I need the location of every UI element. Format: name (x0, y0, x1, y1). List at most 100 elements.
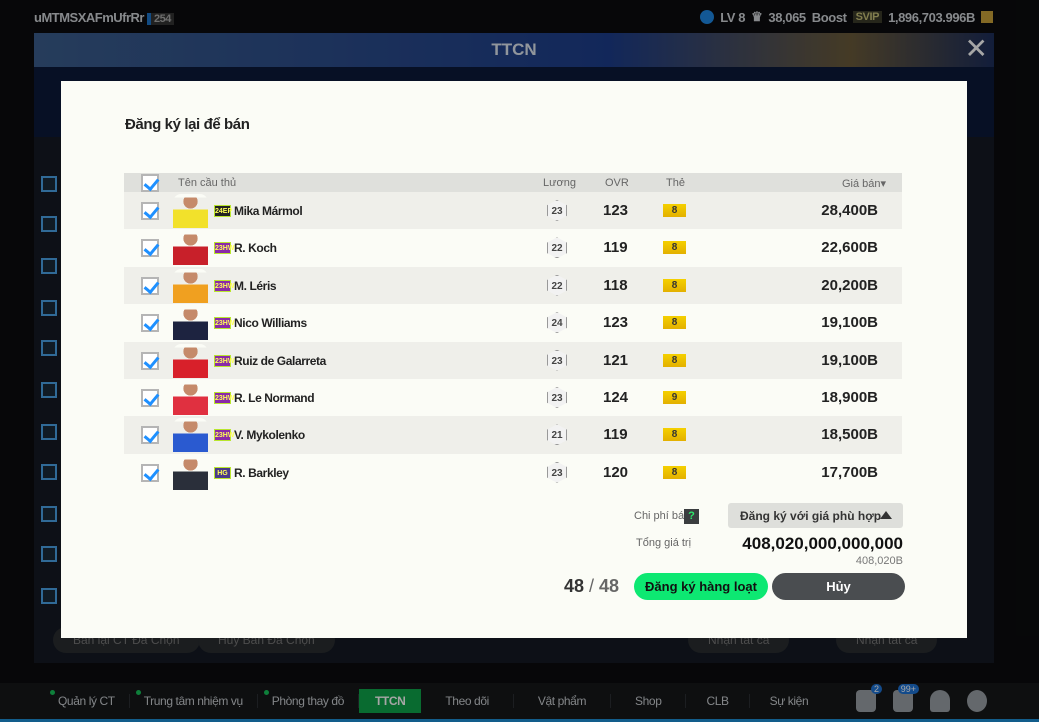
close-icon[interactable]: ✕ (964, 33, 988, 64)
bg-checkbox[interactable] (41, 424, 57, 440)
sell-price: 28,400B (821, 202, 878, 219)
nav-events[interactable]: Sự kiện (769, 694, 809, 708)
top-bar: uMTMSXAFmUfrRr 254 LV 8 ♛ 38,065 Boost SVIP… (0, 0, 1039, 33)
bg-checkbox[interactable] (41, 300, 57, 316)
points: 38,065 (768, 9, 806, 25)
season-badge: 23HW (214, 429, 234, 442)
player-name: Mika Mármol (234, 204, 303, 218)
table-row[interactable]: 24EP Mika Mármol 23 123 8 28,400B (124, 192, 902, 230)
player-photo (173, 380, 208, 415)
card-level-badge: 8 (663, 353, 686, 367)
sell-price: 18,500B (821, 426, 878, 444)
row-checkbox[interactable] (141, 351, 159, 370)
bell-icon[interactable]: 99+ (893, 684, 919, 712)
nav-ttcn[interactable]: TTCN (358, 689, 422, 713)
player-photo (173, 231, 208, 266)
bg-checkbox[interactable] (41, 216, 57, 232)
nav-items[interactable]: Vật phẩm (514, 694, 612, 708)
season-badge: 23HW (214, 242, 234, 255)
sell-price: 20,200B (821, 276, 878, 294)
salary-badge: 23 (547, 200, 567, 221)
total-value: 408,020,000,000,000 (742, 534, 903, 553)
points-icon: ♛ (751, 9, 763, 24)
nav-follow[interactable]: Theo dõi (421, 694, 514, 708)
row-checkbox[interactable] (141, 239, 159, 258)
balance: 1,896,703.996B (888, 9, 975, 25)
season-badge: HG (214, 466, 231, 479)
resell-modal: Đăng ký lại để bán Tên cầu thủ Lương OVR… (61, 81, 967, 638)
level-icon (700, 10, 715, 24)
bg-checkbox[interactable] (41, 546, 57, 562)
sell-price: 17,700B (821, 463, 878, 481)
window-title: TTCN (491, 40, 537, 59)
sell-price: 18,900B (821, 388, 878, 406)
table-row[interactable]: HG R. Barkley 23 120 8 17,700B (124, 453, 902, 492)
nav-missions[interactable]: Trung tâm nhiệm vụ (130, 690, 258, 708)
card-level-badge: 8 (663, 204, 686, 217)
ovr-value: 119 (603, 239, 628, 257)
nav-locker-room[interactable]: Phòng thay đồ (258, 690, 359, 708)
season-badge: 23HW (214, 279, 234, 292)
table-row[interactable]: 23HW Ruiz de Galarreta 23 121 8 19,100B (124, 341, 902, 379)
player-table: Tên cầu thủ Lương OVR Thẻ Giá bán▾ 24EP … (124, 173, 902, 492)
nav-club[interactable]: CLB (686, 694, 750, 708)
row-checkbox[interactable] (141, 463, 159, 482)
col-name: Tên cầu thủ (178, 177, 237, 189)
bottom-nav: Quản lý CT Trung tâm nhiệm vụ Phòng thay… (0, 683, 1039, 722)
level: LV 8 (720, 9, 746, 25)
price-option-dropdown[interactable]: Đăng ký với giá phù hợp (728, 503, 903, 528)
table-row[interactable]: 23HW R. Koch 22 119 8 22,600B (124, 229, 902, 267)
username: uMTMSXAFmUfrRr 254 (34, 10, 174, 25)
total-short: 408,020B (855, 555, 903, 567)
bg-checkbox[interactable] (41, 340, 57, 356)
player-name: M. Léris (234, 278, 277, 293)
bg-checkbox[interactable] (41, 382, 57, 398)
table-row[interactable]: 23HW R. Le Normand 23 124 9 18,900B (124, 378, 902, 417)
row-checkbox[interactable] (141, 314, 159, 333)
bg-checkbox[interactable] (41, 176, 57, 192)
sell-price: 19,100B (821, 351, 878, 369)
select-all-checkbox[interactable] (141, 174, 159, 192)
mail-icon[interactable]: 2 (856, 684, 882, 712)
nav-squad[interactable]: Quản lý CT (44, 690, 130, 708)
ovr-value: 118 (603, 276, 628, 294)
card-level-badge: 8 (663, 465, 686, 479)
total-label: Tổng giá trị (636, 537, 692, 549)
player-name: V. Mykolenko (234, 428, 305, 443)
svip-badge: SVIP (852, 11, 883, 23)
player-name: Ruiz de Galarreta (234, 353, 326, 368)
table-header: Tên cầu thủ Lương OVR Thẻ Giá bán▾ (124, 173, 902, 192)
ovr-value: 119 (603, 426, 628, 444)
cancel-button[interactable]: Hủy (772, 573, 905, 600)
bulk-register-button[interactable]: Đăng ký hàng loạt (634, 573, 768, 600)
row-checkbox[interactable] (141, 276, 159, 295)
row-checkbox[interactable] (141, 388, 159, 407)
player-photo (173, 455, 208, 490)
ovr-value: 124 (602, 388, 629, 406)
card-level-badge: 9 (663, 390, 686, 404)
bg-checkbox[interactable] (41, 464, 57, 480)
bg-checkbox[interactable] (41, 506, 57, 522)
profile-icon[interactable] (930, 690, 950, 712)
player-name: R. Le Normand (234, 390, 315, 405)
col-price-sort[interactable]: Giá bán▾ (841, 178, 886, 190)
row-checkbox[interactable] (141, 202, 159, 220)
table-row[interactable]: 23HW V. Mykolenko 21 119 8 18,500B (124, 416, 902, 454)
bg-checkbox[interactable] (41, 588, 57, 604)
table-row[interactable]: 23HW Nico Williams 24 123 8 19,100B (124, 304, 902, 342)
notif-badge: 99+ (897, 684, 919, 694)
price-option-value: Đăng ký với giá phù hợp (740, 509, 882, 523)
ovr-value: 123 (602, 202, 629, 219)
nav-shop[interactable]: Shop (611, 694, 687, 708)
help-icon[interactable]: ? (684, 509, 699, 524)
ovr-value: 120 (602, 463, 629, 481)
table-row[interactable]: 23HW M. Léris 22 118 8 20,200B (124, 266, 902, 305)
season-badge: 23HW (214, 354, 234, 367)
bg-checkbox[interactable] (41, 258, 57, 274)
row-checkbox[interactable] (141, 426, 159, 445)
boost-label[interactable]: Boost (811, 9, 847, 25)
gear-icon[interactable] (967, 690, 987, 712)
season-badge: 23HW (214, 317, 234, 330)
salary-badge: 24 (547, 312, 567, 334)
ovr-value: 123 (602, 314, 629, 332)
